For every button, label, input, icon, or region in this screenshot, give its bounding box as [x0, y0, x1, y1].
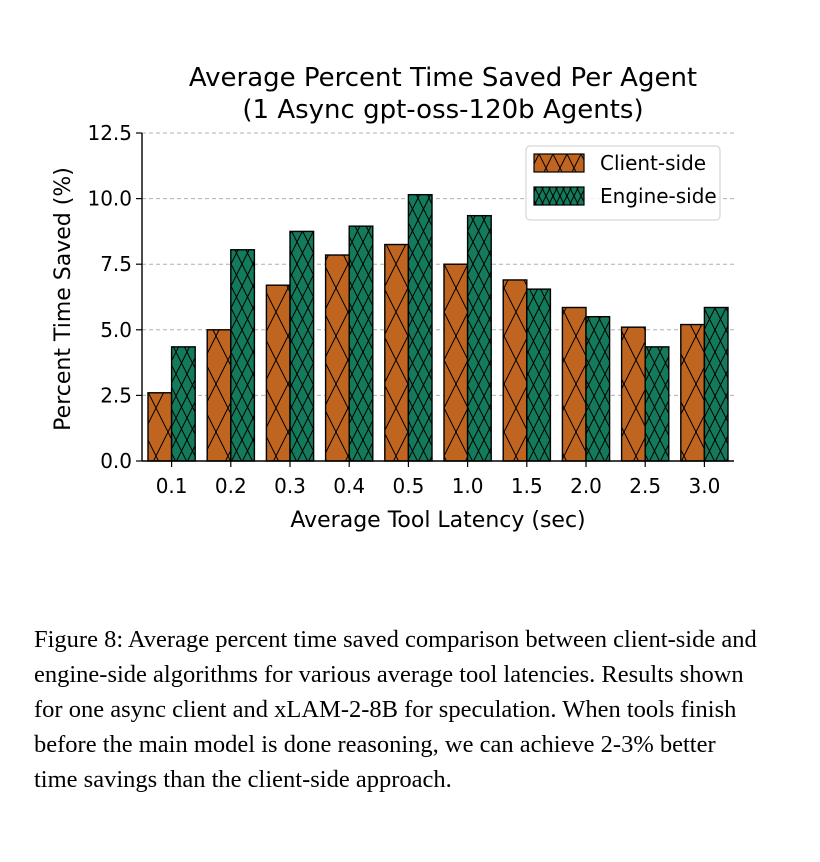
- bar-client-side: [443, 263, 469, 462]
- x-tick-label: 0.4: [333, 474, 365, 498]
- bar-client-side: [324, 254, 350, 462]
- bar-engine-side: [170, 346, 196, 462]
- y-tick-label: 10.0: [87, 187, 132, 211]
- bar-engine-side: [526, 288, 552, 462]
- x-tick-label: 0.1: [156, 474, 188, 498]
- figure-caption: Figure 8: Average percent time saved com…: [34, 626, 757, 793]
- bar-engine-side: [348, 225, 374, 462]
- x-tick-label: 0.2: [215, 474, 247, 498]
- chart-title: Average Percent Time Saved Per Agent: [189, 63, 697, 93]
- bar-client-side: [206, 329, 232, 462]
- bar-engine-side: [289, 230, 315, 462]
- chart-container: 0.1 0.2 0.3 0.4 0.5 1.0 1.5 2.0 2.5 3.0 0.0 2.5 5.0 7…: [51, 63, 734, 533]
- x-tick-label: 2.5: [629, 474, 661, 498]
- bar-client-side: [620, 326, 646, 462]
- chart-subtitle: (1 Async gpt-oss-120b Agents): [242, 95, 643, 125]
- legend-swatch-engine-side: [533, 186, 585, 206]
- bar-client-side: [265, 284, 291, 462]
- bar-engine-side: [230, 249, 256, 462]
- bar-engine-side: [644, 346, 670, 462]
- x-tick-label: 3.0: [688, 474, 720, 498]
- x-tick-label: 1.5: [511, 474, 543, 498]
- bar-engine-side: [407, 193, 433, 462]
- x-tick-label: 0.5: [392, 474, 424, 498]
- bar-engine-side: [703, 306, 729, 462]
- x-tick-label: 2.0: [570, 474, 602, 498]
- legend-label-engine-side: Engine-side: [600, 184, 717, 208]
- legend: Client-side Engine-side: [525, 145, 721, 221]
- bar-client-side: [680, 323, 706, 462]
- legend-swatch-client-side: [533, 153, 585, 173]
- x-tick-label: 0.3: [274, 474, 306, 498]
- y-axis-label: Percent Time Saved (%): [51, 167, 76, 431]
- bar-client-side: [384, 243, 410, 462]
- legend-label-client-side: Client-side: [600, 151, 706, 175]
- bar-engine-side: [466, 214, 492, 462]
- x-tick-label: 1.0: [452, 474, 484, 498]
- x-axis-label: Average Tool Latency (sec): [290, 508, 585, 533]
- y-tick-label: 2.5: [100, 383, 132, 407]
- y-tick-label: 5.0: [100, 318, 132, 342]
- bar-client-side: [502, 279, 528, 462]
- bar-engine-side: [585, 315, 611, 462]
- bar-client-side: [147, 392, 173, 462]
- bar-client-side: [561, 306, 587, 462]
- y-tick-label: 12.5: [87, 121, 132, 145]
- bar-chart: 0.1 0.2 0.3 0.4 0.5 1.0 1.5 2.0 2.5 3.0 0.0 2.5 5.0 7…: [51, 63, 734, 533]
- y-tick-label: 0.0: [100, 449, 132, 473]
- chart-svg: 0.1 0.2 0.3 0.4 0.5 1.0 1.5 2.0 2.5 3.0 0.0 2.5 5.0 7…: [51, 63, 734, 533]
- y-tick-label: 7.5: [100, 252, 132, 276]
